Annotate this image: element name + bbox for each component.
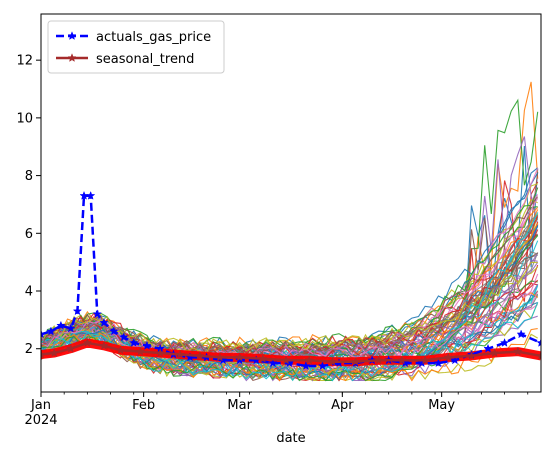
series-point	[516, 329, 526, 339]
ensemble-line	[41, 328, 538, 382]
series-point	[397, 355, 407, 365]
y-tick-label: 12	[16, 54, 33, 69]
series-point	[301, 361, 311, 370]
series-point	[536, 337, 541, 347]
x-axis-title: date	[276, 431, 305, 446]
ensemble-line	[41, 233, 538, 360]
legend-marker	[67, 53, 77, 62]
ensemble-lines	[41, 81, 539, 382]
series-point	[79, 190, 89, 200]
series-point	[49, 348, 59, 357]
legend-marker	[67, 31, 77, 40]
y-axis: 2 4 6 8 10 12	[16, 54, 41, 357]
y-tick-label: 10	[16, 111, 33, 126]
x-tick-label: Feb	[132, 398, 155, 413]
x-tick-sublabel: 2024	[24, 413, 57, 428]
series-point	[489, 348, 500, 357]
series-point	[317, 361, 328, 370]
series-point	[41, 349, 46, 359]
series-point	[443, 352, 453, 362]
series-point	[258, 353, 268, 363]
legend: actuals_gas_price seasonal_trend	[47, 20, 225, 74]
series-point	[483, 343, 493, 353]
x-tick-label: May	[428, 398, 455, 413]
series-point	[99, 317, 109, 327]
series-point	[41, 329, 46, 339]
series-point	[420, 355, 430, 365]
series-point	[215, 352, 225, 362]
series-point	[235, 355, 245, 365]
series-point	[129, 337, 139, 347]
x-tick-label: Jan	[30, 398, 51, 413]
x-tick-label: Mar	[227, 398, 252, 413]
ensemble-line	[41, 291, 539, 361]
y-tick-label: 6	[25, 227, 33, 242]
series-point	[450, 355, 460, 365]
series-point	[281, 355, 291, 365]
series-point	[175, 349, 185, 359]
series-point	[499, 337, 510, 347]
series-point	[66, 343, 76, 353]
legend-label: actuals_gas_price	[96, 30, 211, 45]
legend-label: seasonal_trend	[96, 52, 194, 67]
series-point	[155, 348, 165, 357]
series-point	[142, 340, 152, 350]
series-point	[46, 326, 56, 336]
series-point	[350, 356, 361, 366]
series-point	[466, 350, 477, 360]
y-tick-label: 8	[25, 169, 33, 184]
plot-frame	[40, 13, 542, 393]
series-point	[195, 350, 205, 360]
series-point	[92, 309, 102, 319]
series-point	[99, 340, 109, 350]
series-point	[109, 326, 119, 336]
series-point	[115, 345, 126, 355]
series-point	[135, 346, 145, 356]
series-point	[374, 355, 384, 365]
series-point	[433, 358, 443, 368]
series-point	[513, 346, 523, 356]
series-point	[268, 358, 278, 368]
y-tick-label: 2	[25, 342, 33, 357]
y-tick-label: 4	[25, 285, 33, 300]
series-point	[235, 352, 245, 362]
series-lines	[41, 190, 541, 370]
legend-box	[47, 20, 225, 74]
series-point	[327, 356, 338, 366]
series-point	[66, 323, 76, 333]
series-point	[82, 337, 93, 347]
series-point	[72, 306, 83, 316]
series-point	[536, 350, 541, 360]
series-point	[304, 355, 314, 365]
series-point	[119, 332, 129, 342]
series-point	[56, 320, 66, 330]
series-point	[86, 190, 96, 200]
x-tick-label: Apr	[331, 398, 354, 413]
